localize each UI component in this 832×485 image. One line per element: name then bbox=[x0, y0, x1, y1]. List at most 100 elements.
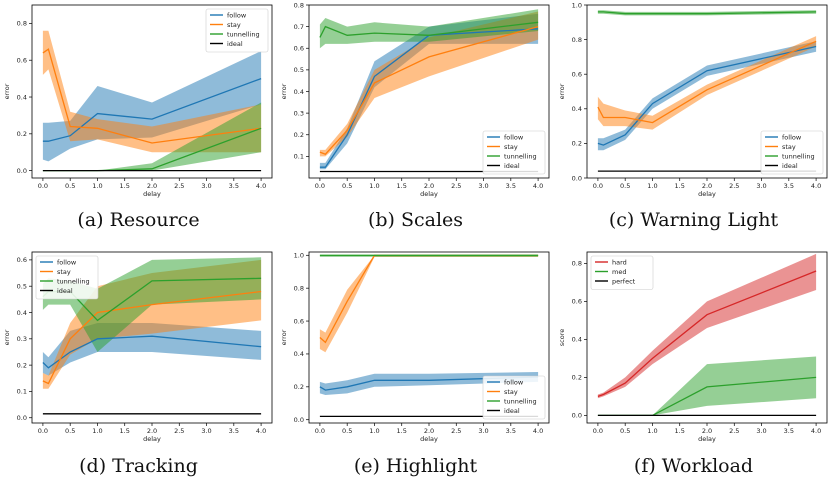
y-tick-label: 0.0 bbox=[17, 414, 27, 422]
x-tick-label: 2.0 bbox=[424, 427, 434, 435]
y-tick-label: 0.6 bbox=[17, 57, 27, 65]
y-tick-label: 0.1 bbox=[294, 153, 304, 161]
x-tick-label: 0.0 bbox=[593, 182, 603, 190]
legend-box bbox=[760, 130, 824, 175]
y-tick-label: 0.6 bbox=[294, 45, 304, 53]
legend-label-med: med bbox=[612, 268, 626, 276]
panel-highlight: 0.0 0.5 1.0 1.5 2.0 2.5 3.0 3.5 4.0 0.0 0.2 0.4 0.6 0… bbox=[277, 247, 554, 451]
x-tick-label: 1.5 bbox=[397, 427, 407, 435]
y-axis-label: error bbox=[280, 329, 288, 345]
band-stay bbox=[319, 11, 539, 157]
line-hard bbox=[597, 270, 817, 398]
legend-label-follow: follow bbox=[782, 133, 802, 141]
y-tick-label: 0.0 bbox=[572, 412, 582, 420]
y-tick-label: 1.0 bbox=[294, 252, 304, 260]
x-tick-label: 1.0 bbox=[647, 427, 657, 435]
y-tick-label: 0.8 bbox=[572, 36, 582, 44]
chart-tracking: 0.0 0.5 1.0 1.5 2.0 2.5 3.0 3.5 4.0 0.0 0.1 0.2 0.3 0… bbox=[3, 251, 273, 443]
x-tick-label: 2.0 bbox=[424, 182, 434, 190]
y-axis-label: error bbox=[3, 83, 11, 99]
x-axis-label: delay bbox=[143, 190, 161, 198]
legend-label-tunnelling: tunnelling bbox=[227, 30, 260, 38]
panel-workload: 0.0 0.5 1.0 1.5 2.0 2.5 3.0 3.5 4.0 0.0 0.2 0.4 0.6 0… bbox=[555, 247, 832, 451]
chart-workload: 0.0 0.5 1.0 1.5 2.0 2.5 3.0 3.5 4.0 0.0 0.2 0.4 0.6 0… bbox=[558, 251, 828, 443]
x-tick-label: 2.5 bbox=[451, 182, 461, 190]
x-tick-label: 3.0 bbox=[756, 182, 766, 190]
x-tick-label: 0.5 bbox=[342, 427, 352, 435]
y-tick-label: 0.4 bbox=[17, 93, 27, 101]
legend-label-stay: stay bbox=[504, 143, 518, 151]
y-tick-label: 0.2 bbox=[294, 131, 304, 139]
y-tick-label: 0.8 bbox=[294, 1, 304, 9]
y-tick-label: 0.1 bbox=[17, 388, 27, 396]
legend-box bbox=[205, 8, 269, 53]
y-tick-label: 0.2 bbox=[17, 361, 27, 369]
legend-label-stay: stay bbox=[227, 21, 241, 29]
y-tick-label: 0.8 bbox=[17, 20, 27, 28]
legend-label-follow: follow bbox=[504, 133, 524, 141]
legend-label-perfect: perfect bbox=[612, 277, 636, 285]
x-tick-label: 3.0 bbox=[201, 182, 211, 190]
x-tick-label: 4.0 bbox=[811, 182, 821, 190]
y-tick-label: 0.4 bbox=[294, 88, 304, 96]
legend-label-ideal: ideal bbox=[57, 287, 73, 295]
line-follow bbox=[597, 45, 817, 146]
caption-workload: (f) Workload bbox=[633, 455, 754, 477]
x-tick-label: 2.5 bbox=[451, 427, 461, 435]
chart-highlight: 0.0 0.5 1.0 1.5 2.0 2.5 3.0 3.5 4.0 0.0 0.2 0.4 0.6 0… bbox=[280, 252, 550, 443]
legend-label-stay: stay bbox=[504, 388, 518, 396]
x-tick-label: 0.5 bbox=[342, 182, 352, 190]
x-tick-label: 2.5 bbox=[729, 182, 739, 190]
band-stay bbox=[42, 30, 262, 153]
y-tick-label: 0.2 bbox=[294, 383, 304, 391]
x-tick-label: 4.0 bbox=[533, 182, 543, 190]
legend-label-stay: stay bbox=[57, 268, 71, 276]
x-tick-label: 0.5 bbox=[65, 427, 75, 435]
x-axis-label: delay bbox=[420, 190, 438, 198]
x-tick-label: 1.5 bbox=[397, 182, 407, 190]
legend-box bbox=[482, 130, 546, 175]
caption-scales: (b) Scales bbox=[367, 209, 464, 231]
x-tick-label: 3.5 bbox=[229, 427, 239, 435]
x-tick-label: 4.0 bbox=[533, 427, 543, 435]
caption-highlight: (e) Highlight bbox=[353, 455, 478, 477]
caption-tracking: (d) Tracking bbox=[79, 455, 198, 477]
x-tick-label: 2.5 bbox=[174, 427, 184, 435]
x-tick-label: 0.5 bbox=[620, 182, 630, 190]
x-tick-label: 1.5 bbox=[120, 182, 130, 190]
legend-label-follow: follow bbox=[57, 258, 77, 266]
band-tunnelling bbox=[42, 257, 262, 352]
x-tick-label: 1.0 bbox=[92, 182, 102, 190]
x-tick-label: 3.5 bbox=[506, 182, 516, 190]
panel-scales: 0.0 0.5 1.0 1.5 2.0 2.5 3.0 3.5 4.0 0.1 0.2 0.3 0.4 0… bbox=[277, 0, 554, 214]
y-tick-label: 0.2 bbox=[17, 130, 27, 138]
x-tick-label: 2.0 bbox=[147, 182, 157, 190]
band-hard bbox=[597, 253, 817, 399]
x-tick-label: 0.5 bbox=[65, 182, 75, 190]
line-follow bbox=[42, 77, 262, 142]
y-tick-label: 0.4 bbox=[17, 309, 27, 317]
y-tick-label: 0.4 bbox=[572, 336, 582, 344]
x-axis-label: delay bbox=[143, 435, 161, 443]
legend-label-ideal: ideal bbox=[227, 40, 243, 48]
line-follow bbox=[42, 335, 262, 369]
line-stay bbox=[42, 290, 262, 385]
x-tick-label: 4.0 bbox=[256, 182, 266, 190]
line-stay bbox=[597, 40, 817, 124]
legend-label-follow: follow bbox=[227, 11, 247, 19]
x-tick-label: 3.5 bbox=[784, 182, 794, 190]
x-tick-label: 1.0 bbox=[369, 427, 379, 435]
line-follow bbox=[319, 376, 539, 391]
x-tick-label: 0.0 bbox=[593, 427, 603, 435]
y-tick-label: 0.2 bbox=[572, 374, 582, 382]
legend-label-tunnelling: tunnelling bbox=[504, 152, 537, 160]
panel-resource: 0.0 0.5 1.0 1.5 2.0 2.5 3.0 3.5 4.0 0.0 0.2 0.4 0.6 0… bbox=[0, 0, 277, 214]
line-stay bbox=[319, 25, 539, 155]
y-axis-label: score bbox=[558, 329, 566, 346]
line-tunnelling bbox=[319, 21, 539, 38]
panel-warning-light: 0.0 0.5 1.0 1.5 2.0 2.5 3.0 3.5 4.0 0.0 0.2 0.4 0.6 0… bbox=[555, 0, 832, 214]
chart-resource: 0.0 0.5 1.0 1.5 2.0 2.5 3.0 3.5 4.0 0.0 0.2 0.4 0.6 0… bbox=[3, 4, 273, 198]
